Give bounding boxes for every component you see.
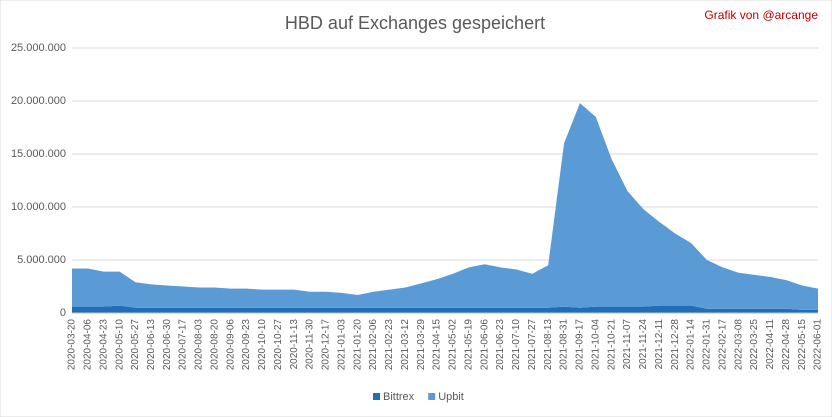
- y-tick-label: 5.000.000: [17, 254, 66, 266]
- x-tick-label: 2022-04-28: [781, 319, 792, 371]
- x-tick-label: 2020-03-20: [67, 319, 78, 371]
- x-tick-label: 2020-06-13: [146, 319, 157, 371]
- x-tick-label: 2020-10-10: [257, 319, 268, 371]
- x-tick-label: 2020-05-10: [114, 319, 125, 371]
- x-tick-label: 2020-04-06: [83, 319, 94, 371]
- x-tick-label: 2021-08-31: [559, 319, 570, 371]
- x-tick-label: 2020-09-23: [241, 319, 252, 371]
- x-tick-label: 2021-11-24: [638, 319, 649, 370]
- x-tick-label: 2020-06-30: [162, 319, 173, 371]
- legend-swatch: [373, 393, 380, 400]
- x-tick-label: 2020-04-23: [98, 319, 109, 371]
- chart-title: HBD auf Exchanges gespeichert: [285, 13, 545, 33]
- x-tick-label: 2021-10-04: [590, 319, 601, 371]
- x-tick-label: 2021-10-21: [606, 319, 617, 371]
- x-tick-label: 2021-06-23: [495, 319, 506, 371]
- area: [72, 103, 818, 310]
- y-tick-label: 10.000.000: [11, 201, 66, 213]
- x-tick-label: 2022-04-11: [765, 319, 776, 370]
- y-tick-label: 0: [60, 307, 66, 319]
- x-tick-label: 2021-02-23: [384, 319, 395, 371]
- x-tick-label: 2021-12-11: [654, 319, 665, 370]
- x-tick-label: 2022-03-08: [733, 319, 744, 371]
- legend-label: Bittrex: [383, 391, 415, 403]
- chart-credit: Grafik von @arcange: [704, 8, 818, 22]
- x-tick-label: 2021-03-29: [416, 319, 427, 371]
- x-tick-label: 2020-10-27: [273, 319, 284, 371]
- x-tick-label: 2021-06-06: [479, 319, 490, 371]
- x-tick-label: 2022-01-14: [686, 319, 697, 371]
- x-tick-label: 2020-05-27: [130, 319, 141, 371]
- legend-label: Upbit: [438, 391, 464, 403]
- x-tick-label: 2021-04-15: [432, 319, 443, 371]
- x-tick-label: 2021-08-13: [543, 319, 554, 371]
- x-tick-label: 2021-02-06: [368, 319, 379, 371]
- x-tick-label: 2022-06-01: [813, 319, 824, 371]
- legend-swatch: [428, 393, 436, 400]
- x-tick-label: 2022-03-25: [749, 319, 760, 371]
- x-tick-label: 2021-11-07: [622, 319, 633, 370]
- x-tick-label: 2020-09-06: [225, 319, 236, 371]
- x-tick-label: 2021-07-10: [511, 319, 522, 371]
- x-tick-label: 2021-12-28: [670, 319, 681, 371]
- x-tick-label: 2021-01-03: [336, 319, 347, 371]
- x-tick-label: 2020-08-20: [209, 319, 220, 371]
- x-tick-label: 2022-05-15: [797, 319, 808, 371]
- x-tick-label: 2020-12-17: [321, 319, 332, 371]
- x-tick-label: 2021-07-27: [527, 319, 538, 371]
- y-tick-label: 25.000.000: [11, 42, 66, 54]
- y-tick-label: 15.000.000: [11, 148, 66, 160]
- x-tick-label: 2021-09-17: [575, 319, 586, 371]
- x-tick-label: 2021-01-20: [352, 319, 363, 371]
- x-tick-label: 2021-05-02: [448, 319, 459, 371]
- x-tick-label: 2022-02-17: [717, 319, 728, 371]
- x-tick-label: 2021-05-19: [463, 319, 474, 371]
- x-tick-label: 2021-03-12: [400, 319, 411, 371]
- area: [72, 305, 818, 313]
- x-tick-label: 2020-07-17: [178, 319, 189, 371]
- y-tick-label: 20.000.000: [11, 95, 66, 107]
- x-tick-label: 2020-11-30: [305, 319, 316, 370]
- x-tick-label: 2020-08-03: [194, 319, 205, 371]
- x-tick-label: 2020-11-13: [289, 319, 300, 370]
- x-tick-label: 2022-01-31: [702, 319, 713, 371]
- legend: Bittrex Upbit: [373, 391, 464, 403]
